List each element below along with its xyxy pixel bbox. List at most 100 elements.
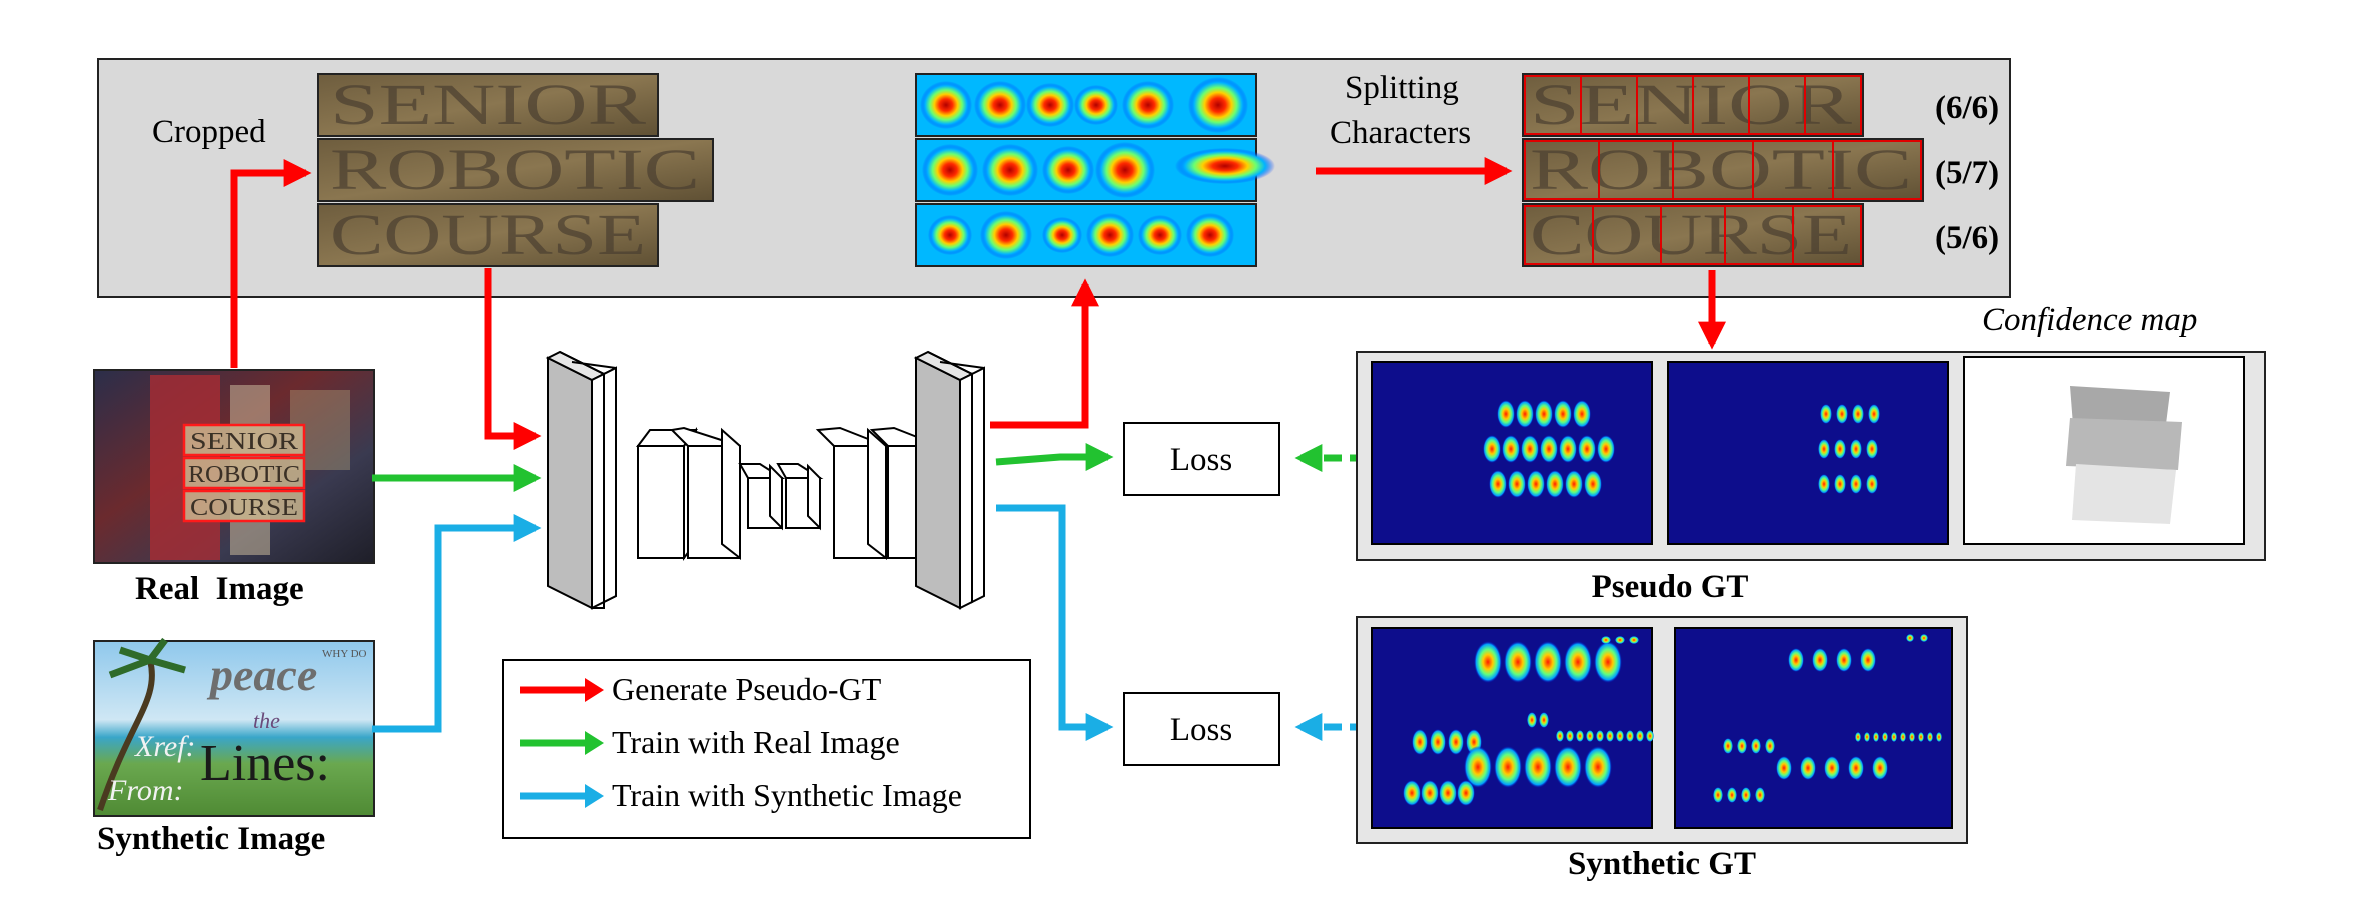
crop-robotic: ROBOTIC: [317, 137, 714, 202]
legend-arrowhead: [585, 731, 604, 755]
heatmap-blob: [1042, 217, 1082, 253]
synthetic-corner-text: WHY DO: [322, 648, 367, 660]
arrow-synthetic-to-network: [372, 514, 542, 733]
gt-blob: [1882, 732, 1888, 742]
split-robotic: ROBOTIC: [1522, 137, 1924, 202]
gt-blob: [1586, 730, 1594, 742]
gt-blob: [1412, 729, 1428, 755]
heatmap-blob: [1138, 215, 1182, 255]
gt-blob: [1584, 746, 1612, 788]
gt-blob: [1556, 730, 1564, 742]
network-diagram: [545, 350, 985, 610]
decoder-block-2: [815, 426, 887, 561]
gt-blob: [1430, 729, 1446, 755]
crop-senior: SENIOR: [317, 72, 659, 137]
arrow-cropped-to-network: [484, 268, 542, 450]
heatmap-blob: [1086, 213, 1134, 257]
gt-blob: [1539, 712, 1549, 728]
gt-blob: [1596, 730, 1604, 742]
gt-blob: [1534, 641, 1562, 683]
encoder-block-3: [738, 463, 786, 531]
split-senior: SENIOR: [1522, 72, 1864, 137]
gt-blob: [1421, 780, 1439, 806]
arrows: [230, 157, 1726, 741]
gt-blob: [1927, 732, 1933, 742]
gt-blob: [1566, 730, 1574, 742]
heatmap-blob: [982, 144, 1038, 196]
splitting-label-line1: Splitting: [1345, 70, 1459, 106]
gt-blob: [1594, 641, 1622, 683]
gt-blob: [1483, 435, 1501, 463]
gt-blob: [1626, 730, 1634, 742]
gt-blob: [1554, 746, 1582, 788]
splitting-label-line2: Characters: [1330, 115, 1471, 151]
gt-blob: [1564, 641, 1592, 683]
split-words: SENIOR ROBOTIC COURSE: [1522, 72, 1924, 267]
gt-blob: [1737, 738, 1747, 754]
gt-blob: [1497, 400, 1515, 428]
real-image: SENIOR ROBOTIC COURSE: [93, 369, 375, 564]
crop-senior-text: SENIOR: [330, 72, 646, 137]
ratio-course: (5/6): [1935, 220, 1999, 256]
cropped-label: Cropped: [152, 114, 266, 150]
gt-blob: [1918, 732, 1924, 742]
gt-blob: [1836, 404, 1848, 424]
gt-blob: [1524, 746, 1552, 788]
loss-bottom-text: Loss: [1170, 712, 1232, 748]
gt-blob: [1615, 636, 1625, 644]
split-course-text: COURSE: [1530, 202, 1852, 267]
gt-blob: [1636, 730, 1644, 742]
gt-blob: [1909, 732, 1915, 742]
gt-blob: [1521, 435, 1539, 463]
legend-item: Train with Synthetic Image: [520, 777, 962, 813]
gt-blob: [1474, 641, 1502, 683]
heatmap-blob: [922, 144, 978, 196]
gt-blob: [1834, 474, 1846, 494]
gt-blob: [1616, 730, 1624, 742]
gt-blob: [1489, 470, 1507, 498]
split-course: COURSE: [1522, 202, 1864, 267]
arrow-network-to-loss-bottom: [996, 504, 1114, 741]
legend-arrowhead: [585, 678, 604, 702]
gt-blob: [1866, 439, 1878, 459]
gt-blob: [1540, 435, 1558, 463]
real-course-text: COURSE: [190, 495, 298, 521]
split-robotic-text: ROBOTIC: [1530, 137, 1912, 202]
gt-blob: [1800, 756, 1816, 780]
legend-arrowhead: [585, 784, 604, 808]
gt-blob: [1439, 780, 1457, 806]
split-senior-text: SENIOR: [1530, 72, 1852, 137]
ratio-senior: (6/6): [1935, 90, 1999, 126]
loss-top-text: Loss: [1170, 442, 1232, 478]
gt-blob: [1866, 474, 1878, 494]
legend-label: Generate Pseudo-GT: [612, 671, 882, 707]
gt-blob: [1868, 404, 1880, 424]
loss-box-top: [1123, 422, 1280, 496]
gt-blob: [1723, 738, 1733, 754]
gt-blob: [1860, 648, 1876, 672]
gt-blob: [1765, 738, 1775, 754]
gt-blob: [1576, 730, 1584, 742]
heatmap-blob: [974, 81, 1026, 129]
legend-label: Train with Real Image: [612, 724, 900, 760]
ratio-robotic: (5/7): [1935, 155, 1999, 191]
gt-blob: [1554, 400, 1572, 428]
real-image-label: Real Image: [135, 571, 304, 607]
gt-blob: [1788, 648, 1804, 672]
gt-blob: [1464, 746, 1492, 788]
synthetic-gt-label: Synthetic GT: [1568, 846, 1756, 882]
gt-blob: [1502, 435, 1520, 463]
gt-blob: [1864, 732, 1870, 742]
gt-blob: [1820, 404, 1832, 424]
pseudo-gt-label: Pseudo GT: [1592, 569, 1749, 605]
heatmap-blob: [1175, 148, 1275, 184]
gt-blob: [1741, 787, 1751, 803]
gt-blob: [1508, 470, 1526, 498]
gt-blob: [1494, 746, 1522, 788]
gt-blob: [1872, 756, 1888, 780]
legend-item: Generate Pseudo-GT: [520, 671, 882, 707]
legend-item: Train with Real Image: [520, 724, 900, 760]
gt-blob: [1824, 756, 1840, 780]
gt-blob: [1751, 738, 1761, 754]
